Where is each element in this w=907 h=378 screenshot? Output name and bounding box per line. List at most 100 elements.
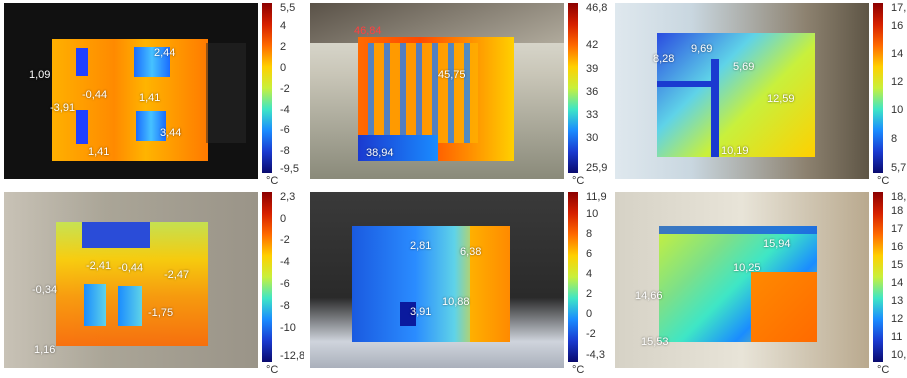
temperature-point-label: 1,41 bbox=[139, 92, 161, 104]
window-frame-cold-edge bbox=[711, 59, 719, 157]
temperature-point-label: -2,47 bbox=[164, 269, 190, 281]
scale-label: 42 bbox=[586, 39, 599, 51]
thermal-panel-6: 15,94 10,25 14,66 15,53 18, 18 17 16 15 … bbox=[615, 192, 907, 378]
window-cold-spot bbox=[76, 48, 88, 76]
scale-label: -9,5 bbox=[280, 163, 299, 175]
photo-wall-night: 2,81 6,38 10,88 3,91 bbox=[310, 192, 564, 368]
scale-label: -2 bbox=[280, 234, 290, 246]
temperature-point-label: 14,66 bbox=[635, 290, 663, 302]
scale-label: 10, bbox=[891, 349, 907, 361]
scale-label: -8 bbox=[280, 145, 290, 157]
temperature-point-label: 2,81 bbox=[410, 240, 432, 252]
thermal-panel-4: -2,41 -0,44 -2,47 -0,34 -1,75 1,16 2,3 0… bbox=[4, 192, 304, 378]
warm-wall-region bbox=[470, 226, 510, 342]
scale-label: -6 bbox=[280, 278, 290, 290]
scale-label: 16 bbox=[891, 20, 904, 32]
scale-label: -2 bbox=[586, 328, 596, 340]
radiator-fins-cold bbox=[368, 43, 478, 143]
cold-edge bbox=[659, 226, 817, 234]
scale-label: 46,8 bbox=[586, 3, 608, 14]
scale-label: 5,5 bbox=[280, 3, 296, 14]
unit-label: °C bbox=[266, 175, 279, 187]
scale-label: 18 bbox=[891, 205, 904, 217]
window-cold-spot bbox=[136, 111, 166, 141]
scale-label: 2,3 bbox=[280, 192, 296, 203]
scale-label: 33 bbox=[586, 109, 599, 121]
thermal-panel-3: 9,69 8,28 5,69 12,59 10,19 17, 16 14 12 … bbox=[615, 3, 907, 189]
temperature-point-label: 6,38 bbox=[460, 246, 482, 258]
scale-label: 0 bbox=[280, 62, 287, 74]
unit-label: °C bbox=[572, 175, 585, 187]
thermal-panel-5: 2,81 6,38 10,88 3,91 11,9 10 8 6 4 2 0 -… bbox=[310, 192, 610, 378]
window-cold-spot bbox=[82, 222, 150, 248]
temperature-point-label: -2,41 bbox=[86, 260, 112, 272]
thermal-panel-2: 46,84 45,75 38,94 46,8 42 39 36 33 30 25… bbox=[310, 3, 610, 189]
scale-label: 0 bbox=[280, 213, 287, 225]
temperature-point-label: 2,44 bbox=[154, 47, 176, 59]
scale-label: 17, bbox=[891, 3, 907, 14]
temperature-point-label: 45,75 bbox=[438, 69, 466, 81]
thermal-overlay bbox=[657, 33, 815, 157]
temperature-point-label: -0,44 bbox=[82, 89, 108, 101]
color-scale-bar bbox=[262, 192, 272, 362]
scale-label: 12 bbox=[891, 76, 904, 88]
scale-label: 15 bbox=[891, 259, 904, 271]
scale-label: -12,8 bbox=[280, 350, 304, 362]
temperature-point-label: 5,69 bbox=[733, 61, 755, 73]
photo-apartment-facade: -2,41 -0,44 -2,47 -0,34 -1,75 1,16 bbox=[4, 192, 258, 368]
scale-label: -4 bbox=[280, 104, 290, 116]
temperature-point-label: 1,41 bbox=[88, 146, 110, 158]
scale-label: -8 bbox=[280, 300, 290, 312]
temperature-point-label: -1,75 bbox=[148, 307, 174, 319]
unit-label: °C bbox=[877, 364, 890, 376]
scale-label: 4 bbox=[586, 268, 593, 280]
tree-branches bbox=[206, 43, 246, 143]
scale-label: -2 bbox=[280, 83, 290, 95]
photo-building-facade: 2,44 1,09 -0,44 1,41 -3,91 3,44 1,41 bbox=[4, 3, 258, 179]
scale-label: 5,7 bbox=[891, 162, 907, 174]
roof-shadow bbox=[310, 3, 564, 43]
temperature-point-label: 46,84 bbox=[354, 25, 382, 37]
scale-label: 13 bbox=[891, 295, 904, 307]
temperature-point-label: 15,53 bbox=[641, 336, 669, 348]
temperature-point-label: 3,44 bbox=[160, 127, 182, 139]
temperature-point-label: 10,88 bbox=[442, 296, 470, 308]
color-scale-bar bbox=[568, 192, 578, 362]
cold-spot bbox=[400, 302, 416, 326]
scale-label: 39 bbox=[586, 63, 599, 75]
color-scale-bar bbox=[262, 3, 272, 173]
temperature-point-label: 10,25 bbox=[733, 262, 761, 274]
scale-label: -6 bbox=[280, 124, 290, 136]
scale-label: 10 bbox=[891, 104, 904, 116]
photo-roof-eaves: 46,84 45,75 38,94 bbox=[310, 3, 564, 179]
scale-label: 10 bbox=[586, 208, 599, 220]
temperature-point-label: -0,34 bbox=[32, 284, 58, 296]
temperature-point-label: 15,94 bbox=[763, 238, 791, 250]
scale-label: 30 bbox=[586, 132, 599, 144]
temperature-point-label: -3,91 bbox=[50, 102, 76, 114]
scale-label: 11 bbox=[891, 331, 903, 343]
window-cold-spot bbox=[84, 284, 106, 326]
unit-label: °C bbox=[266, 364, 279, 376]
scale-label: 6 bbox=[586, 248, 593, 260]
scale-label: 16 bbox=[891, 241, 904, 253]
scale-label: 2 bbox=[586, 288, 593, 300]
scale-label: -4,3 bbox=[586, 349, 605, 361]
temperature-point-label: -0,44 bbox=[118, 262, 144, 274]
scale-label: -4 bbox=[280, 256, 290, 268]
unit-label: °C bbox=[877, 175, 890, 187]
temperature-point-label: 9,69 bbox=[691, 43, 713, 55]
photo-window-corner: 9,69 8,28 5,69 12,59 10,19 bbox=[615, 3, 869, 179]
scale-label: 2 bbox=[280, 41, 287, 53]
temperature-point-label: 1,16 bbox=[34, 344, 56, 356]
temperature-point-label: 3,91 bbox=[410, 306, 432, 318]
scale-label: 0 bbox=[586, 308, 593, 320]
scale-label: 8 bbox=[586, 228, 593, 240]
window-frame-cold-edge bbox=[657, 81, 719, 87]
color-scale-bar bbox=[568, 3, 578, 173]
temperature-point-label: 38,94 bbox=[366, 147, 394, 159]
thermal-panel-1: 2,44 1,09 -0,44 1,41 -3,91 3,44 1,41 5,5… bbox=[4, 3, 304, 189]
scale-label: 25,9 bbox=[586, 162, 608, 174]
unit-label: °C bbox=[572, 364, 585, 376]
scale-label: 14 bbox=[891, 277, 904, 289]
